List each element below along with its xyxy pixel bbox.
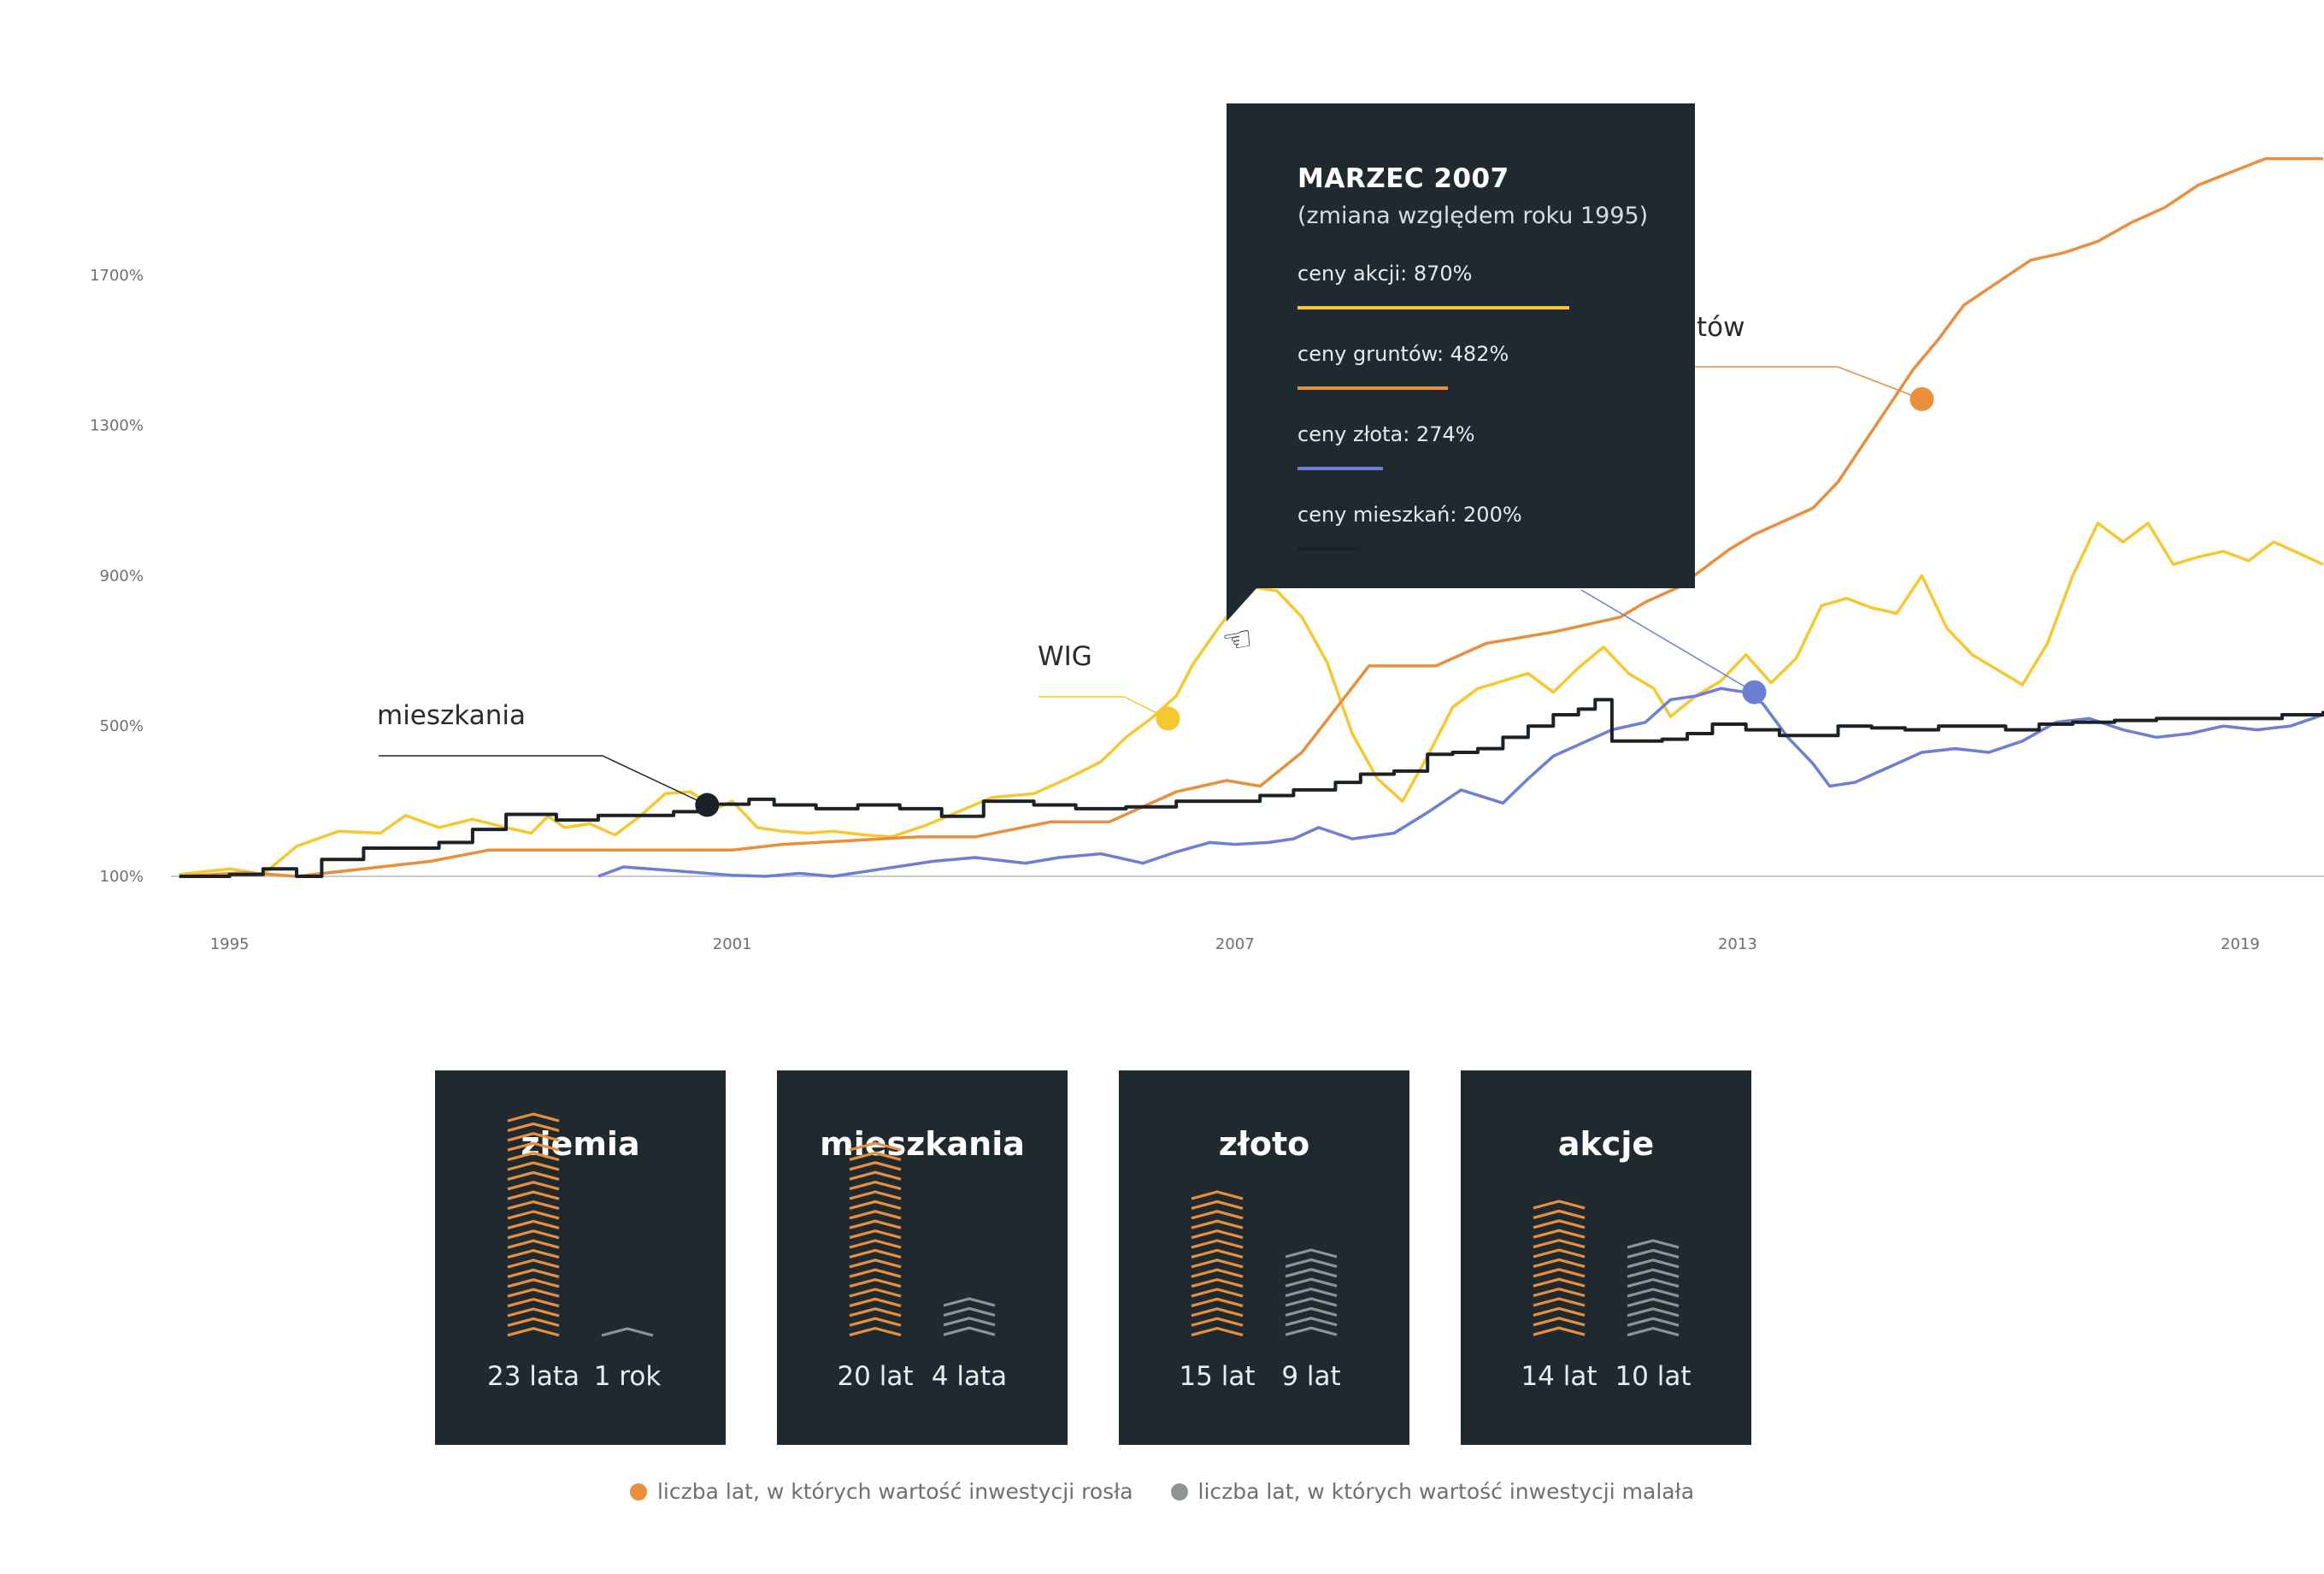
tooltip-bar-zloto [1297, 467, 1383, 470]
callout-line-akcje [1038, 696, 1168, 720]
callout-line-mieszkania [379, 755, 708, 806]
x-tick-label: 2013 [1718, 935, 1757, 953]
series-dot-mieszkania [695, 793, 720, 817]
rise-years-label: 20 lat [837, 1361, 914, 1392]
callout-line-zloto [1580, 589, 1755, 693]
x-tick-label: 2007 [1215, 935, 1255, 953]
card-mieszkania: mieszkania 20 lat 4 lata [777, 1070, 1068, 1445]
y-tick-label: 100% [100, 868, 144, 886]
tooltip-panel: MARZEC 2007 (zmiana względem roku 1995) … [1227, 103, 1695, 622]
line-chart: 1700% 1300% 900% 500% 100% 1995 2001 2007 2013 20… [90, 156, 2324, 953]
card-ziemia: ziemia 23 lata 1 rok [435, 1070, 726, 1445]
chart-annotations: WIG mieszkania tów [377, 312, 1934, 817]
legend: liczba lat, w których wartość inwestycji… [0, 1479, 2324, 1504]
rise-years-label: 14 lat [1521, 1361, 1597, 1392]
label-grunty-partial: tów [1697, 312, 1744, 343]
fall-chevrons-icon [941, 1294, 997, 1347]
legend-item-rise: liczba lat, w których wartość inwestycji… [629, 1479, 1133, 1504]
tooltip-bar-akcje [1297, 306, 1569, 309]
tooltip-label-grunty: ceny gruntów: 482% [1297, 342, 1509, 366]
y-tick-label: 500% [100, 717, 144, 735]
fall-years-label: 4 lata [931, 1361, 1008, 1392]
y-tick-label: 1300% [90, 417, 144, 435]
fall-chevrons-icon [1625, 1235, 1681, 1347]
series-line-mieszkania [179, 698, 2324, 878]
tooltip-tail [1227, 587, 1257, 622]
tooltip-row-zloto: ceny złota: 274% [1297, 422, 1695, 470]
series-line-zloto [597, 687, 2324, 878]
pointer-hand-icon: ☜ [1219, 618, 1256, 663]
x-tick-label: 2019 [2221, 935, 2260, 953]
legend-dot-fall [1170, 1483, 1188, 1500]
legend-dot-rise [629, 1483, 647, 1500]
tooltip-label-zloto: ceny złota: 274% [1297, 422, 1475, 446]
legend-item-fall: liczba lat, w których wartość inwestycji… [1170, 1479, 1695, 1504]
tooltip-label-akcje: ceny akcji: 870% [1297, 262, 1473, 286]
chart-axes: 1700% 1300% 900% 500% 100% 1995 2001 2007 2013 20… [90, 267, 2324, 953]
label-mieszkania: mieszkania [377, 700, 526, 731]
rise-years-label: 15 lat [1179, 1361, 1256, 1392]
card-title: akcje [1557, 1125, 1655, 1163]
card-title: ziemia [521, 1125, 640, 1163]
series-line-akcje [179, 522, 2324, 876]
series-line-grunty [179, 156, 2323, 878]
card-akcje: akcje 14 lat 10 lat [1461, 1070, 1751, 1445]
rise-chevrons-icon [1531, 1196, 1587, 1347]
x-tick-label: 1995 [210, 935, 250, 953]
legend-label-fall: liczba lat, w których wartość inwestycji… [1197, 1479, 1695, 1504]
tooltip-title: MARZEC 2007 [1297, 163, 1509, 194]
fall-years-label: 1 rok [593, 1361, 662, 1392]
y-tick-label: 900% [100, 567, 144, 585]
chart-series [179, 156, 2324, 878]
legend-label-rise: liczba lat, w których wartość inwestycji… [656, 1479, 1133, 1504]
card-title: mieszkania [820, 1125, 1025, 1163]
x-tick-label: 2001 [713, 935, 752, 953]
tooltip-row-akcje: ceny akcji: 870% [1297, 262, 1695, 309]
fall-years-label: 9 lat [1281, 1361, 1341, 1392]
card-zloto: złoto 15 lat 9 lat [1119, 1070, 1409, 1445]
rise-chevrons-icon [505, 1109, 562, 1347]
tooltip-bar-mieszkania [1297, 547, 1360, 551]
label-wig: WIG [1038, 641, 1092, 672]
tooltip-row-grunty: ceny gruntów: 482% [1297, 342, 1695, 390]
rise-chevrons-icon [1189, 1187, 1245, 1347]
y-tick-label: 1700% [90, 267, 144, 285]
series-dot-zloto [1742, 680, 1767, 704]
series-dot-akcje [1156, 706, 1180, 731]
tooltip-subtitle: (zmiana względem roku 1995) [1297, 203, 1649, 229]
fall-chevrons-icon [1283, 1245, 1339, 1347]
fall-chevrons-icon [599, 1323, 656, 1347]
rise-chevrons-icon [847, 1138, 903, 1347]
series-dot-grunty [1909, 386, 1934, 411]
card-title: złoto [1218, 1125, 1310, 1163]
tooltip-label-mieszkania: ceny mieszkań: 200% [1297, 503, 1522, 527]
rise-years-label: 23 lata [486, 1361, 580, 1392]
callout-line-grunty [1695, 366, 1922, 400]
tooltip-row-mieszkania: ceny mieszkań: 200% [1297, 503, 1695, 551]
tooltip-bar-grunty [1297, 386, 1448, 390]
fall-years-label: 10 lat [1615, 1361, 1692, 1392]
